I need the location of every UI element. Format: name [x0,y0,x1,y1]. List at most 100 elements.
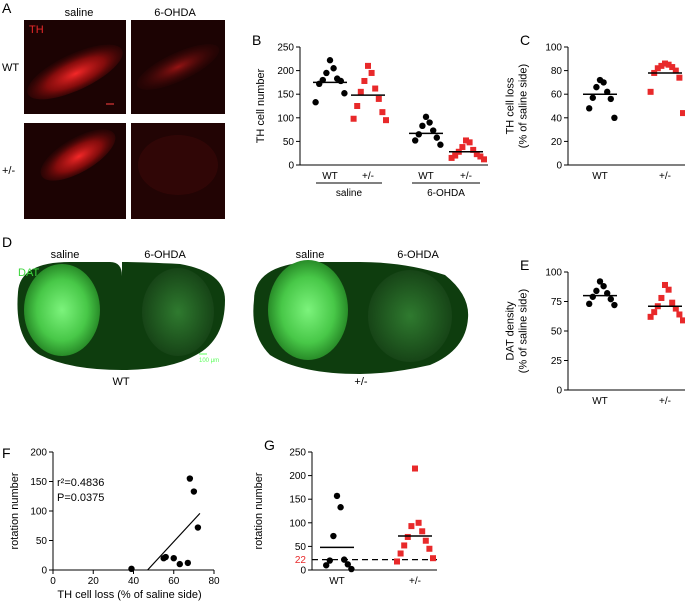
th-marker-label: TH [29,24,44,36]
data-point [330,532,337,540]
y-tick-label: 50 [283,137,295,148]
chart-b: 0 50 100 150 200 250 TH cell number B WT +/- WT +/-… [252,32,488,199]
data-point [312,99,319,106]
data-point [330,65,337,72]
y-axis-label: rotation number [253,472,265,549]
data-point [676,74,683,81]
data-point [194,524,202,531]
panel-d-col-label-saline-het: saline [296,249,325,261]
data-point [341,90,348,97]
data-point [604,290,611,297]
x-tick-label: 0 [50,576,56,587]
data-point [430,127,437,134]
data-point [422,113,430,121]
data-point [459,144,466,151]
data-point [665,286,672,293]
y-axis-label: DAT density [505,301,517,360]
data-point [412,137,419,144]
y-tick-label: 0 [41,566,47,577]
panel-letter-d: D [2,234,12,250]
x-tick-label: 80 [208,576,220,587]
x-tick-label: +/- [659,396,671,407]
data-point [680,110,685,117]
y-tick-label: 50 [551,327,563,338]
y-tick-label: 150 [30,477,47,488]
data-point [326,557,333,564]
data-point [589,94,596,101]
y-tick-label: 250 [289,448,306,459]
data-point [190,488,198,495]
data-point [470,146,477,153]
data-point [412,465,418,472]
y-tick-label: 40 [551,113,563,124]
panel-letter: C [520,32,530,48]
data-point [337,77,344,85]
y-tick-label: 100 [30,507,47,518]
data-point [368,69,375,76]
data-point [341,556,348,563]
data-point [184,559,192,567]
data-point [430,555,436,562]
data-point [433,134,440,141]
data-point [669,64,676,71]
y-axis-label: TH cell number [255,68,267,143]
data-point [408,523,415,530]
micrograph-th-het-saline [24,123,126,219]
y-tick-label: 20 [551,137,563,148]
data-point [361,77,368,84]
y-tick-label: 75 [551,297,563,308]
data-point [463,137,469,144]
scale-bar-label: 100 μm [199,358,219,364]
y-tick-label: 50 [295,542,307,553]
data-point [651,309,658,316]
data-point [426,119,433,126]
micrograph-dat-wt: DAT 100 μm [17,262,225,370]
data-point [422,537,429,544]
data-point [611,114,618,122]
data-point [448,154,455,161]
panel-d-col-label-saline-wt: saline [51,249,80,261]
stat-annotation: r²=0.4836 [57,477,104,489]
data-point [586,300,593,308]
x-tick-label: +/- [460,171,472,182]
data-point [372,85,379,92]
data-point [586,105,593,112]
data-point [593,83,600,91]
data-point [426,545,433,552]
y-tick-label: 200 [289,471,306,482]
x-tick-label: +/- [362,171,374,182]
y-tick-label: 100 [545,268,562,279]
x-tick-label: 60 [168,576,180,587]
data-point [415,519,422,526]
data-point [379,109,386,116]
y-axis-label: (% of saline side) [518,289,530,373]
data-point [357,88,364,95]
x-tick-label: WT [592,171,608,182]
y-tick-label: 100 [289,518,306,529]
x-tick-label: +/- [409,576,421,587]
y-tick-label: 0 [300,566,306,577]
panel-letter-a: A [2,0,12,16]
y-tick-label: 150 [289,495,306,506]
data-point [662,281,668,288]
micrograph-dat-het [253,260,469,374]
data-point [647,88,654,95]
data-point [669,299,676,306]
y-tick-label: 100 [277,113,294,124]
data-point [419,528,426,535]
data-point [326,57,334,64]
data-point [604,88,611,96]
x-tick-label: 40 [128,576,140,587]
data-point [383,117,389,124]
data-point [354,103,361,109]
y-tick-label: 200 [30,448,47,459]
data-point [680,317,685,324]
chart-g: 0 50 100 150 200 250 rotation number G 22 WT +/- [253,437,437,587]
group-label: saline [336,188,363,199]
data-point [658,62,665,69]
x-tick-label: 20 [88,576,100,587]
x-tick-label: +/- [659,171,671,182]
dat-marker-label: DAT [18,267,39,279]
data-point [662,60,668,67]
